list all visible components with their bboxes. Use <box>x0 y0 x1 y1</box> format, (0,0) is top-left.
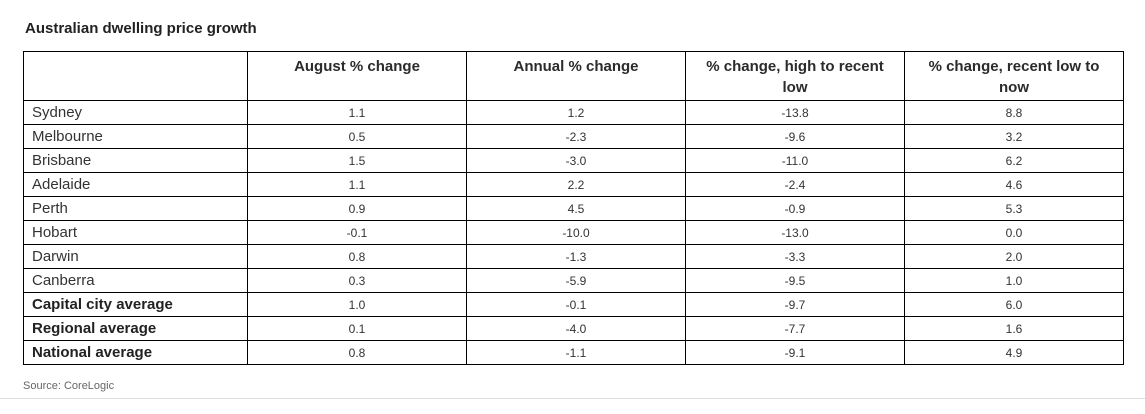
cell-value: 1.1 <box>247 172 467 197</box>
header-cell-high-to-low: % change, high to recent low <box>685 51 905 101</box>
cell-value: 0.0 <box>904 220 1124 245</box>
table-row: National average 0.8 -1.1 -9.1 4.9 <box>23 340 1124 365</box>
cell-value: -1.3 <box>466 244 686 269</box>
cell-value: 2.2 <box>466 172 686 197</box>
cell-value: -9.7 <box>685 292 905 317</box>
row-label: Sydney <box>23 100 248 125</box>
cell-value: -7.7 <box>685 316 905 341</box>
header-cell-low-to-now: % change, recent low to now <box>904 51 1124 101</box>
table-row: Melbourne 0.5 -2.3 -9.6 3.2 <box>23 124 1124 149</box>
cell-value: -10.0 <box>466 220 686 245</box>
source-note: Source: CoreLogic <box>23 380 115 392</box>
header-cell-august: August % change <box>247 51 467 101</box>
cell-value: 0.3 <box>247 268 467 293</box>
cell-value: -9.6 <box>685 124 905 149</box>
row-label: Hobart <box>23 220 248 245</box>
bottom-divider <box>0 398 1145 399</box>
cell-value: 4.5 <box>466 196 686 221</box>
cell-value: -2.3 <box>466 124 686 149</box>
row-label: Darwin <box>23 244 248 269</box>
table-body: Sydney 1.1 1.2 -13.8 8.8 Melbourne 0.5 -2.3 -9.6… <box>23 100 1124 365</box>
cell-value: 1.0 <box>904 268 1124 293</box>
cell-value: 6.0 <box>904 292 1124 317</box>
table-row: Adelaide 1.1 2.2 -2.4 4.6 <box>23 172 1124 197</box>
cell-value: 1.5 <box>247 148 467 173</box>
dwelling-price-table: August % change Annual % change % change… <box>23 51 1124 365</box>
cell-value: -4.0 <box>466 316 686 341</box>
cell-value: -3.0 <box>466 148 686 173</box>
cell-value: 6.2 <box>904 148 1124 173</box>
cell-value: 4.9 <box>904 340 1124 365</box>
cell-value: -0.1 <box>247 220 467 245</box>
cell-value: -0.1 <box>466 292 686 317</box>
cell-value: -0.9 <box>685 196 905 221</box>
cell-value: 2.0 <box>904 244 1124 269</box>
row-label: Capital city average <box>23 292 248 317</box>
row-label: Canberra <box>23 268 248 293</box>
cell-value: -2.4 <box>685 172 905 197</box>
cell-value: -9.1 <box>685 340 905 365</box>
page-title: Australian dwelling price growth <box>25 20 257 37</box>
table-row: Capital city average 1.0 -0.1 -9.7 6.0 <box>23 292 1124 317</box>
table-row: Darwin 0.8 -1.3 -3.3 2.0 <box>23 244 1124 269</box>
row-label: Regional average <box>23 316 248 341</box>
cell-value: 1.2 <box>466 100 686 125</box>
cell-value: 1.1 <box>247 100 467 125</box>
header-cell-annual: Annual % change <box>466 51 686 101</box>
header-cell-blank <box>23 51 248 101</box>
cell-value: -9.5 <box>685 268 905 293</box>
cell-value: 5.3 <box>904 196 1124 221</box>
row-label: Brisbane <box>23 148 248 173</box>
cell-value: -13.8 <box>685 100 905 125</box>
header-row: August % change Annual % change % change… <box>23 51 1124 101</box>
table-row: Sydney 1.1 1.2 -13.8 8.8 <box>23 100 1124 125</box>
cell-value: 1.6 <box>904 316 1124 341</box>
table-row: Brisbane 1.5 -3.0 -11.0 6.2 <box>23 148 1124 173</box>
cell-value: 3.2 <box>904 124 1124 149</box>
table-row: Regional average 0.1 -4.0 -7.7 1.6 <box>23 316 1124 341</box>
cell-value: 1.0 <box>247 292 467 317</box>
row-label: National average <box>23 340 248 365</box>
cell-value: -13.0 <box>685 220 905 245</box>
row-label: Adelaide <box>23 172 248 197</box>
cell-value: -3.3 <box>685 244 905 269</box>
cell-value: 0.8 <box>247 340 467 365</box>
cell-value: -1.1 <box>466 340 686 365</box>
table-header: August % change Annual % change % change… <box>23 51 1124 101</box>
cell-value: 0.9 <box>247 196 467 221</box>
cell-value: 0.5 <box>247 124 467 149</box>
row-label: Perth <box>23 196 248 221</box>
table-row: Canberra 0.3 -5.9 -9.5 1.0 <box>23 268 1124 293</box>
row-label: Melbourne <box>23 124 248 149</box>
cell-value: 0.8 <box>247 244 467 269</box>
cell-value: 4.6 <box>904 172 1124 197</box>
cell-value: 8.8 <box>904 100 1124 125</box>
cell-value: -11.0 <box>685 148 905 173</box>
cell-value: 0.1 <box>247 316 467 341</box>
table-row: Hobart -0.1 -10.0 -13.0 0.0 <box>23 220 1124 245</box>
cell-value: -5.9 <box>466 268 686 293</box>
table-row: Perth 0.9 4.5 -0.9 5.3 <box>23 196 1124 221</box>
